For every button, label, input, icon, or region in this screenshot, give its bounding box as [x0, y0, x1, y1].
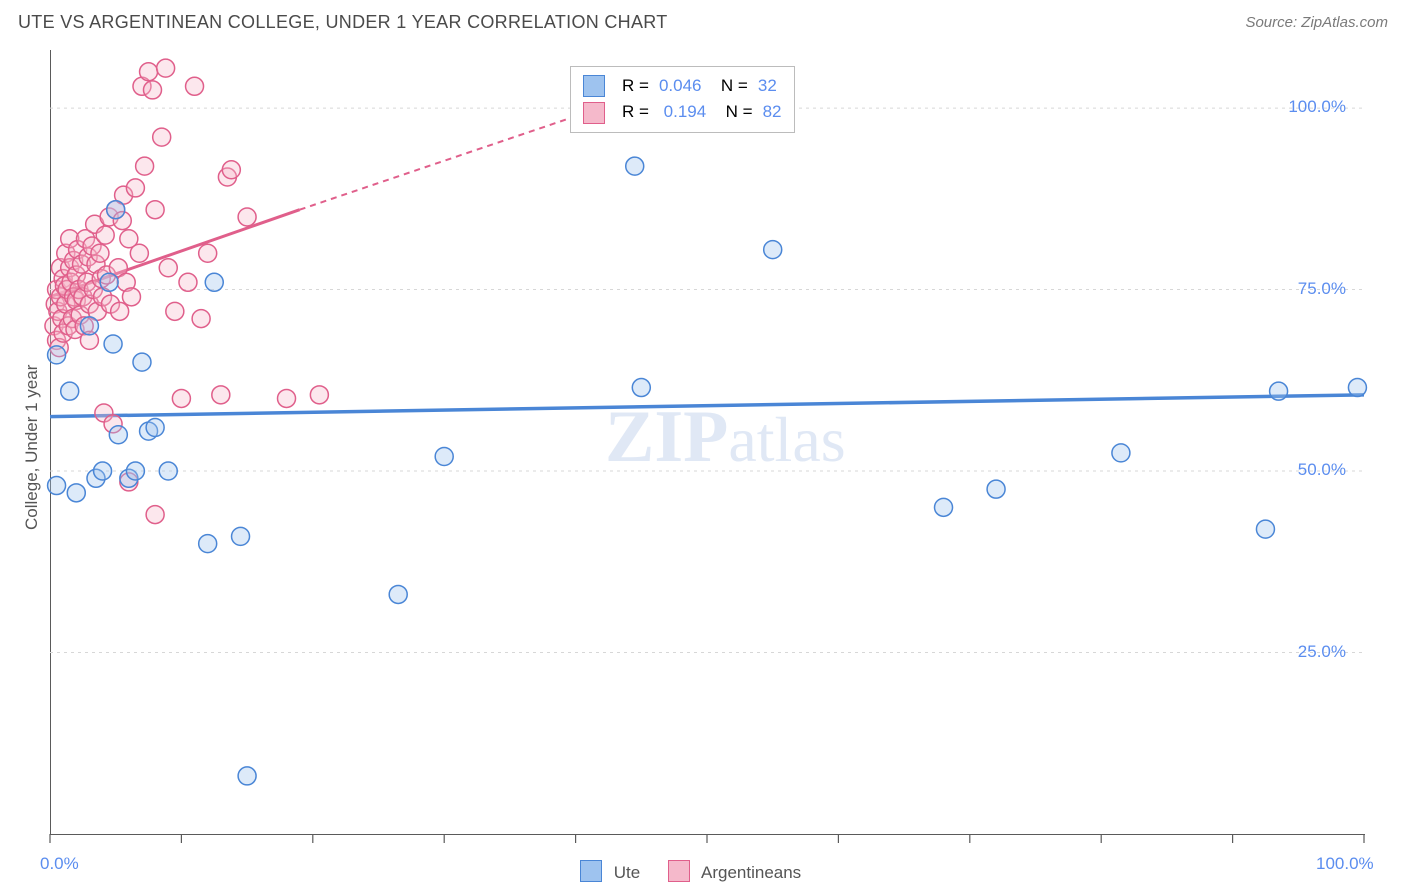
point-ute [389, 585, 407, 603]
point-ute [109, 426, 127, 444]
point-ute [626, 157, 644, 175]
point-arg [310, 386, 328, 404]
point-arg [111, 302, 129, 320]
swatch-ute [580, 860, 602, 882]
y-tick-label: 75.0% [1298, 279, 1346, 299]
point-arg [91, 244, 109, 262]
point-arg [222, 161, 240, 179]
point-ute [67, 484, 85, 502]
point-arg [140, 63, 158, 81]
point-arg [157, 59, 175, 77]
stats-n-ute: 32 [758, 73, 777, 99]
correlation-stats-box: R = 0.046 N = 32 R = 0.194 N = 82 [570, 66, 795, 133]
legend-label-ute: Ute [614, 863, 640, 882]
point-ute [104, 335, 122, 353]
swatch-ute [583, 75, 605, 97]
stats-n-label: N = [716, 99, 752, 125]
point-ute [48, 477, 66, 495]
point-ute [94, 462, 112, 480]
point-ute [133, 353, 151, 371]
stats-row-ute: R = 0.046 N = 32 [583, 73, 782, 99]
point-arg [199, 244, 217, 262]
legend-label-arg: Argentineans [701, 863, 801, 882]
point-arg [238, 208, 256, 226]
point-arg [278, 389, 296, 407]
point-arg [172, 389, 190, 407]
point-arg [212, 386, 230, 404]
point-ute [61, 382, 79, 400]
stats-n-arg: 82 [763, 99, 782, 125]
point-ute [435, 448, 453, 466]
y-tick-label: 50.0% [1298, 460, 1346, 480]
point-ute [107, 201, 125, 219]
point-arg [146, 201, 164, 219]
point-ute [48, 346, 66, 364]
x-tick-label-min: 0.0% [40, 854, 79, 874]
series-legend: Ute Argentineans [580, 860, 801, 883]
stats-r-label: R = [622, 99, 649, 125]
point-arg [126, 179, 144, 197]
point-ute [935, 498, 953, 516]
point-arg [159, 259, 177, 277]
point-ute [159, 462, 177, 480]
y-tick-label: 25.0% [1298, 642, 1346, 662]
point-ute [126, 462, 144, 480]
point-ute [1256, 520, 1274, 538]
stats-r-ute: 0.046 [659, 73, 702, 99]
legend-item-arg: Argentineans [668, 860, 801, 883]
point-arg [186, 77, 204, 95]
point-ute [1112, 444, 1130, 462]
point-arg [136, 157, 154, 175]
point-arg [192, 310, 210, 328]
point-ute [205, 273, 223, 291]
point-arg [143, 81, 161, 99]
point-ute [80, 317, 98, 335]
point-ute [100, 273, 118, 291]
trend-line-ute [50, 395, 1364, 417]
y-tick-label: 100.0% [1288, 97, 1346, 117]
stats-n-label: N = [711, 73, 747, 99]
point-arg [166, 302, 184, 320]
point-arg [96, 226, 114, 244]
point-ute [764, 241, 782, 259]
point-ute [232, 527, 250, 545]
point-ute [146, 418, 164, 436]
point-ute [1270, 382, 1288, 400]
swatch-arg [583, 102, 605, 124]
stats-r-label: R = [622, 73, 649, 99]
point-ute [987, 480, 1005, 498]
point-arg [130, 244, 148, 262]
stats-r-arg-v: 0.194 [664, 99, 707, 125]
point-arg [146, 506, 164, 524]
point-ute [1348, 379, 1366, 397]
x-tick-label-max: 100.0% [1316, 854, 1374, 874]
point-arg [122, 288, 140, 306]
point-ute [199, 535, 217, 553]
point-ute [238, 767, 256, 785]
scatter-plot [0, 0, 1406, 892]
swatch-arg [668, 860, 690, 882]
point-ute [632, 379, 650, 397]
stats-row-arg: R = 0.194 N = 82 [583, 99, 782, 125]
point-arg [179, 273, 197, 291]
legend-item-ute: Ute [580, 860, 640, 883]
point-arg [153, 128, 171, 146]
